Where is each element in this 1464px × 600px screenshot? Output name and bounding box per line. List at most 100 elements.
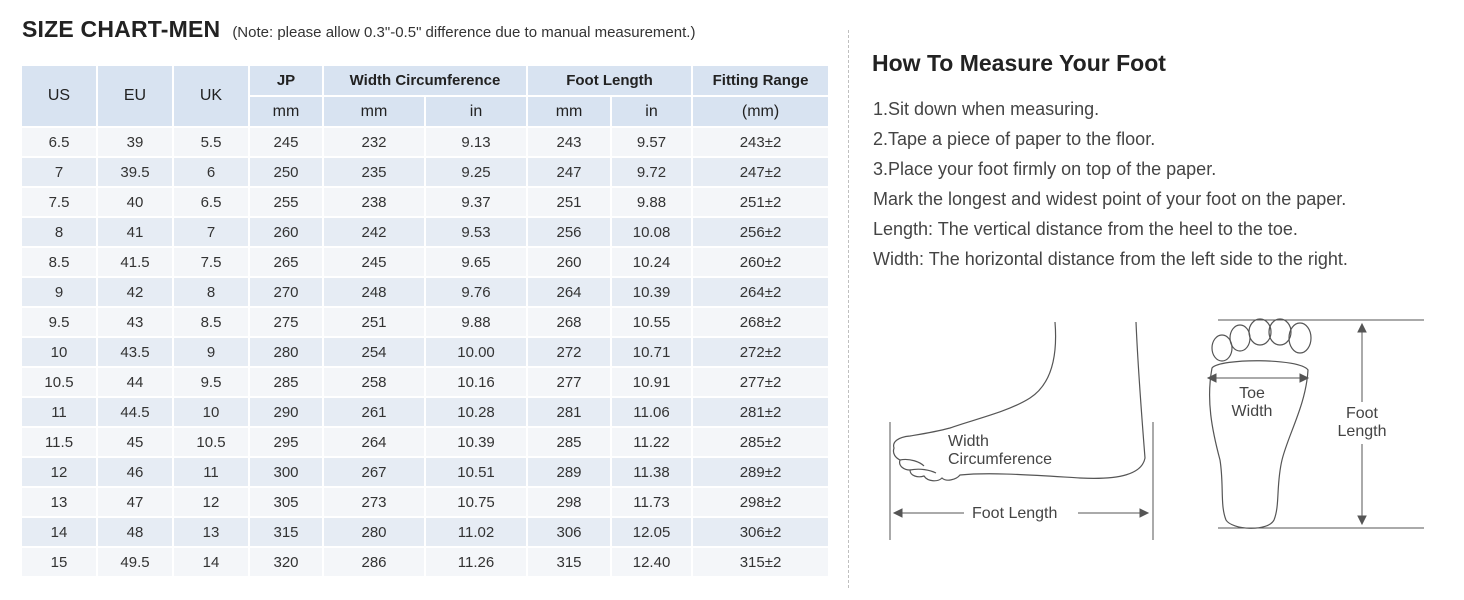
cell-width-mm: 261 [324, 398, 424, 426]
chart-title: SIZE CHART-MEN [22, 16, 221, 42]
cell-foot-in: 10.08 [612, 218, 692, 246]
cell-fitting-range: 247±2 [693, 158, 829, 186]
cell-jp-mm: 295 [250, 428, 322, 456]
table-row: 11 44.5 10 290 261 10.28 281 11.06 281±2 [22, 398, 829, 426]
label-toe-width-2: Width [1232, 403, 1273, 420]
cell-width-in: 9.53 [426, 218, 527, 246]
label-width-circumference-2: Circumference [948, 451, 1052, 468]
cell-foot-in: 9.88 [612, 188, 692, 216]
table-row: 13 47 12 305 273 10.75 298 11.73 298±2 [22, 488, 829, 516]
cell-us: 10.5 [22, 368, 96, 396]
cell-eu: 47 [98, 488, 172, 516]
cell-width-mm: 264 [324, 428, 424, 456]
howto-step: Length: The vertical distance from the h… [873, 219, 1298, 239]
cell-foot-in: 11.22 [612, 428, 692, 456]
cell-foot-in: 12.40 [612, 548, 692, 576]
cell-fitting-range: 289±2 [693, 458, 829, 486]
cell-width-in: 9.88 [426, 308, 527, 336]
cell-uk: 6.5 [174, 188, 248, 216]
cell-jp-mm: 290 [250, 398, 322, 426]
side-foot-drawing [892, 321, 1146, 482]
cell-foot-mm: 247 [528, 158, 611, 186]
cell-fitting-range: 306±2 [693, 518, 829, 546]
cell-eu: 48 [98, 518, 172, 546]
cell-width-mm: 280 [324, 518, 424, 546]
howto-steps: 1.Sit down when measuring. 2.Tape a piece… [873, 96, 1348, 276]
cell-width-in: 10.39 [426, 428, 527, 456]
cell-eu: 41 [98, 218, 172, 246]
cell-eu: 41.5 [98, 248, 172, 276]
cell-foot-mm: 264 [528, 278, 611, 306]
sole-toe-width-marks [1206, 373, 1310, 383]
cell-fitting-range: 272±2 [693, 338, 829, 366]
cell-width-in: 10.00 [426, 338, 527, 366]
cell-uk: 10 [174, 398, 248, 426]
table-row: 15 49.5 14 320 286 11.26 315 12.40 315±2 [22, 548, 829, 576]
cell-foot-in: 10.24 [612, 248, 692, 276]
cell-uk: 9.5 [174, 368, 248, 396]
unit-fitting-range: (mm) [693, 97, 829, 126]
cell-foot-mm: 285 [528, 428, 611, 456]
col-header-jp: JP [250, 66, 322, 95]
section-divider [848, 30, 849, 588]
cell-width-mm: 254 [324, 338, 424, 366]
cell-fitting-range: 260±2 [693, 248, 829, 276]
cell-foot-in: 10.39 [612, 278, 692, 306]
col-header-us: US [22, 66, 96, 126]
cell-jp-mm: 270 [250, 278, 322, 306]
cell-width-in: 9.65 [426, 248, 527, 276]
col-header-uk: UK [174, 66, 248, 126]
cell-width-mm: 238 [324, 188, 424, 216]
cell-uk: 12 [174, 488, 248, 516]
cell-foot-mm: 277 [528, 368, 611, 396]
table-row: 10 43.5 9 280 254 10.00 272 10.71 272±2 [22, 338, 829, 366]
cell-foot-mm: 281 [528, 398, 611, 426]
table-row: 10.5 44 9.5 285 258 10.16 277 10.91 277±2 [22, 368, 829, 396]
label-sole-length-1: Foot [1346, 405, 1379, 422]
col-header-fitting-range: Fitting Range [693, 66, 829, 95]
cell-us: 10 [22, 338, 96, 366]
cell-foot-in: 11.06 [612, 398, 692, 426]
cell-foot-in: 11.38 [612, 458, 692, 486]
cell-us: 8 [22, 218, 96, 246]
cell-foot-in: 9.72 [612, 158, 692, 186]
unit-width-mm: mm [324, 97, 424, 126]
cell-width-mm: 258 [324, 368, 424, 396]
table-row: 7 39.5 6 250 235 9.25 247 9.72 247±2 [22, 158, 829, 186]
cell-uk: 9 [174, 338, 248, 366]
cell-eu: 46 [98, 458, 172, 486]
cell-eu: 39 [98, 128, 172, 156]
cell-us: 9 [22, 278, 96, 306]
sole-foot-drawing [1208, 318, 1312, 529]
howto-step: 3.Place your foot firmly on top of the p… [873, 159, 1217, 179]
cell-us: 7.5 [22, 188, 96, 216]
foot-measure-illustration: Width Circumference Foot Length Toe Widt… [889, 318, 1424, 540]
cell-foot-mm: 315 [528, 548, 611, 576]
label-toe-width-1: Toe [1239, 385, 1265, 402]
cell-width-in: 10.75 [426, 488, 527, 516]
sole-foot-length-marks [1218, 319, 1424, 529]
cell-uk: 5.5 [174, 128, 248, 156]
cell-us: 14 [22, 518, 96, 546]
cell-uk: 14 [174, 548, 248, 576]
cell-width-mm: 251 [324, 308, 424, 336]
cell-us: 12 [22, 458, 96, 486]
cell-foot-in: 11.73 [612, 488, 692, 516]
cell-foot-mm: 256 [528, 218, 611, 246]
cell-width-in: 9.25 [426, 158, 527, 186]
cell-jp-mm: 300 [250, 458, 322, 486]
table-row: 8 41 7 260 242 9.53 256 10.08 256±2 [22, 218, 829, 246]
table-row: 9 42 8 270 248 9.76 264 10.39 264±2 [22, 278, 829, 306]
cell-uk: 8.5 [174, 308, 248, 336]
cell-width-mm: 232 [324, 128, 424, 156]
cell-foot-mm: 243 [528, 128, 611, 156]
table-row: 6.5 39 5.5 245 232 9.13 243 9.57 243±2 [22, 128, 829, 156]
chart-header: SIZE CHART-MEN (Note: please allow 0.3"-… [22, 16, 695, 43]
cell-eu: 40 [98, 188, 172, 216]
cell-foot-in: 12.05 [612, 518, 692, 546]
cell-uk: 8 [174, 278, 248, 306]
cell-us: 11.5 [22, 428, 96, 456]
cell-fitting-range: 281±2 [693, 398, 829, 426]
cell-us: 11 [22, 398, 96, 426]
label-width-circumference-1: Width [948, 433, 989, 450]
